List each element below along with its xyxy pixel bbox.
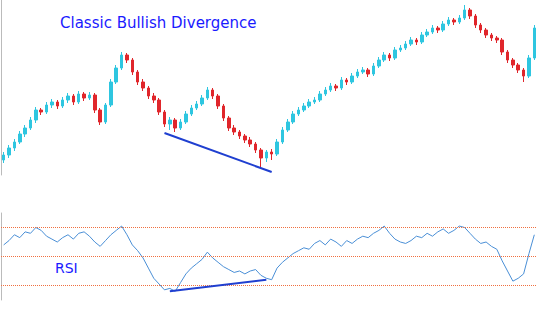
svg-text:Classic Bullish Divergence: Classic Bullish Divergence: [60, 14, 257, 32]
svg-text:RSI: RSI: [55, 260, 78, 276]
